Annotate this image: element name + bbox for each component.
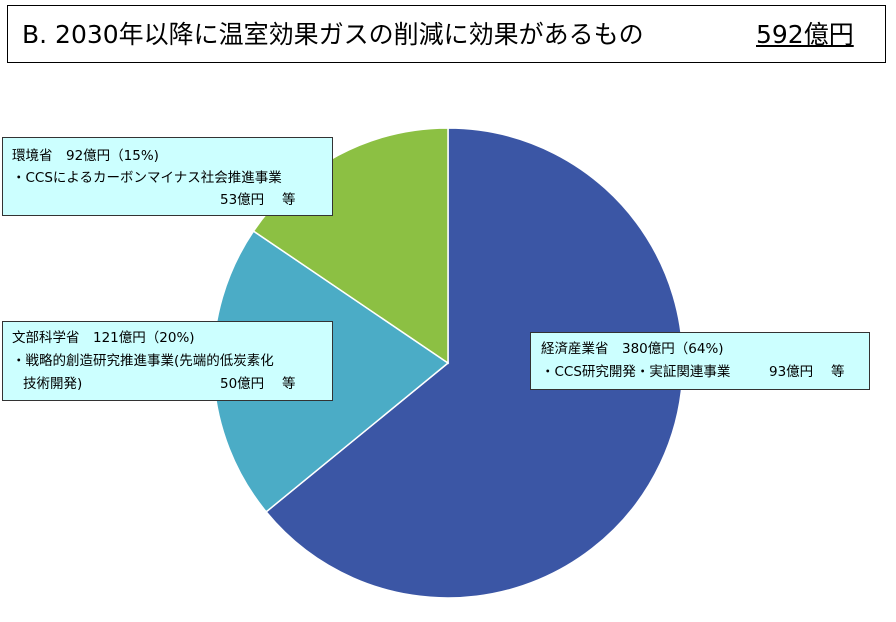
callout-mext-header: 文部科学省 121億円（20%) [12, 330, 195, 346]
pie-slice-0 [265, 127, 684, 599]
title-box: B. 2030年以降に温室効果ガスの削減に効果があるもの 592億円 [7, 5, 886, 63]
callout-meti-item: ・CCS研究開発・実証関連事業 [541, 364, 731, 380]
callout-mext-item2: 技術開発) [23, 376, 83, 392]
callout-env-amount: 53億円 等 [220, 192, 296, 208]
callout-mext-amount: 50億円 等 [220, 376, 296, 392]
chart-total: 592億円 [756, 20, 854, 49]
callout-meti: 経済産業省 380億円（64%) ・CCS研究開発・実証関連事業 93億円 等 [530, 332, 870, 390]
callout-env: 環境省 92億円（15%) ・CCSによるカーボンマイナス社会推進事業 53億円… [2, 137, 333, 216]
callout-mext: 文部科学省 121億円（20%) ・戦略的創造研究推進事業(先端的低炭素化 技術… [2, 321, 333, 401]
callout-meti-amount: 93億円 等 [769, 364, 845, 380]
callout-meti-header: 経済産業省 380億円（64%) [541, 341, 724, 357]
callout-env-item: ・CCSによるカーボンマイナス社会推進事業 [12, 170, 282, 186]
chart-title: B. 2030年以降に温室効果ガスの削減に効果があるもの [22, 20, 644, 49]
callout-env-header: 環境省 92億円（15%) [12, 148, 159, 164]
callout-mext-item1: ・戦略的創造研究推進事業(先端的低炭素化 [12, 353, 274, 369]
